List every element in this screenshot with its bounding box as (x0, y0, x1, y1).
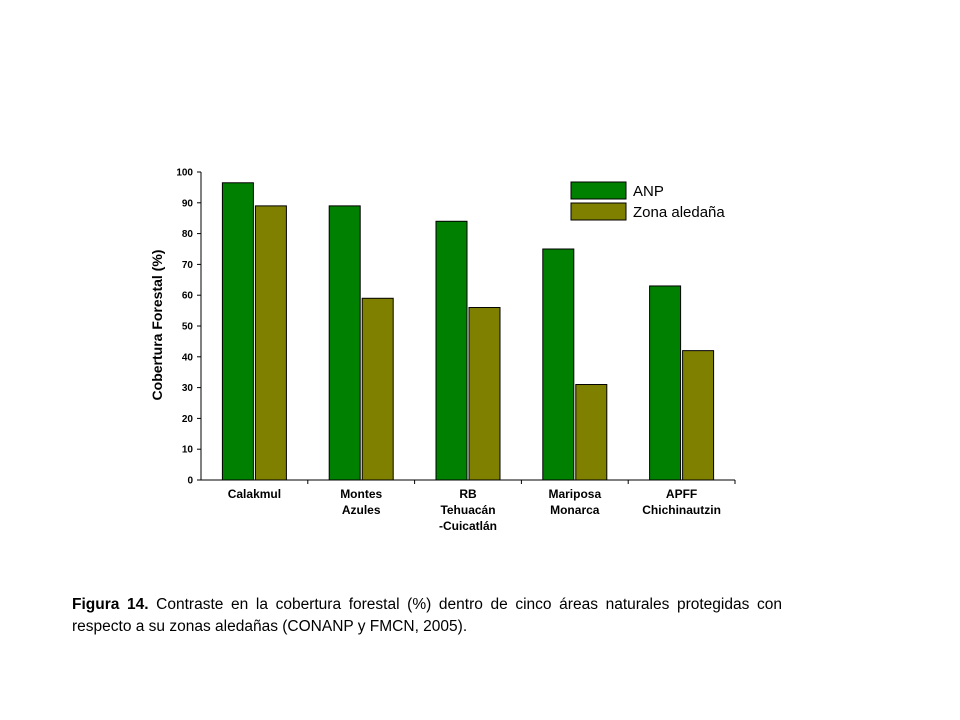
chart-area: 0 10 20 30 40 50 60 70 80 90 100 Calakmul Montes Azu… (149, 168, 736, 533)
x-category-label: -Cuicatlán (439, 519, 497, 533)
bar-zona-aledana (361, 297, 394, 481)
y-ticks-group: 0 10 20 30 40 50 60 70 80 90 100 (176, 168, 201, 487)
x-category-label: Montes (340, 487, 382, 501)
y-tick-label: 100 (176, 168, 193, 179)
x-category-label: Calakmul (228, 487, 281, 501)
y-tick-label: 0 (187, 476, 193, 487)
y-tick-label: 10 (182, 445, 194, 456)
x-category-label: Tehuacán (440, 503, 495, 517)
legend-label: Zona aledaña (633, 204, 725, 221)
y-tick-label: 20 (182, 414, 194, 425)
bar-anp (542, 248, 575, 481)
y-tick-label: 60 (182, 291, 194, 302)
y-axis-label: Cobertura Forestal (%) (149, 250, 165, 401)
x-category-label: Monarca (550, 503, 600, 517)
x-labels-group: Calakmul Montes Azules RB Tehuacán -Cuicatlán… (228, 480, 736, 533)
caption-label: Figura 14. (72, 596, 149, 613)
y-tick-label: 30 (182, 383, 194, 394)
y-tick-label: 70 (182, 260, 194, 271)
bar-anp (328, 205, 361, 481)
figure-caption: Figura 14. Contraste en la cobertura for… (72, 594, 782, 638)
y-tick-label: 80 (182, 229, 194, 240)
bar-anp (649, 285, 682, 481)
legend-swatch (570, 202, 627, 221)
y-tick-label: 50 (182, 322, 194, 333)
bars-group (221, 182, 715, 481)
x-category-label: RB (459, 487, 477, 501)
legend: ANP Zona aledaña (570, 181, 725, 221)
caption-text: Contraste en la cobertura forestal (%) d… (72, 596, 782, 635)
bar-zona-aledana (468, 307, 501, 481)
legend-swatch (570, 181, 627, 200)
bar-zona-aledana (682, 350, 715, 481)
x-category-label: Azules (342, 503, 381, 517)
bar-anp (221, 182, 254, 481)
legend-label: ANP (633, 183, 664, 200)
x-category-label: APFF (666, 487, 697, 501)
x-category-label: Mariposa (548, 487, 601, 501)
bar-zona-aledana (575, 384, 608, 481)
bar-chart: 0 10 20 30 40 50 60 70 80 90 100 Calakmul Montes Azu… (149, 168, 736, 533)
y-tick-label: 40 (182, 352, 194, 363)
x-category-label: Chichinautzin (642, 503, 721, 517)
bar-anp (435, 220, 468, 481)
y-tick-label: 90 (182, 198, 194, 209)
bar-zona-aledana (254, 205, 287, 481)
